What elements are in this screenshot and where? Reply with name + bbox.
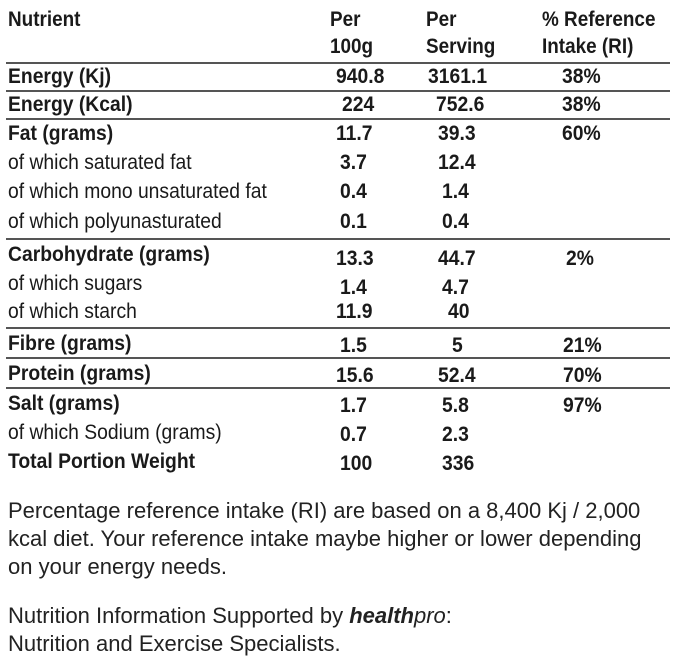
table-row: Fat (grams) 11.7 39.3 60% xyxy=(0,119,675,148)
table-row: of which polyunasturated 0.1 0.4 xyxy=(0,207,675,236)
value-per-serving: 752.6 xyxy=(436,93,485,116)
value-per-100g: 1.7 xyxy=(340,394,367,417)
table-row: Energy (Kcal) 224 752.6 38% xyxy=(0,90,675,119)
table-row: of which starch 11.9 40 xyxy=(0,297,675,326)
value-per-100g: 11.7 xyxy=(336,122,373,145)
value-per-100g: 224 xyxy=(342,93,375,116)
nutrient-name: of which Sodium (grams) xyxy=(8,421,222,444)
support-text-suffix: : xyxy=(445,603,452,628)
nutrient-name: of which sugars xyxy=(8,272,143,295)
row-divider-energy-kcal xyxy=(6,118,670,120)
value-per-serving: 2.3 xyxy=(442,423,469,446)
table-row: of which saturated fat 3.7 12.4 xyxy=(0,148,675,177)
value-per-serving: 5.8 xyxy=(442,394,469,417)
table-row: Energy (Kj) 940.8 3161.1 38% xyxy=(0,62,675,91)
value-reference-intake: 70% xyxy=(563,364,602,387)
value-per-serving: 1.4 xyxy=(442,180,469,203)
value-per-100g: 3.7 xyxy=(340,151,367,174)
section-divider-fat xyxy=(6,238,670,240)
nutrient-name: Fat (grams) xyxy=(8,122,114,145)
value-per-serving: 0.4 xyxy=(442,210,469,233)
table-row: Salt (grams) 1.7 5.8 97% xyxy=(0,389,675,418)
table-row: Carbohydrate (grams) 13.3 44.7 2% xyxy=(0,240,675,270)
column-header-per-100g: Per 100g xyxy=(330,8,374,58)
value-reference-intake: 21% xyxy=(563,334,602,357)
healthpro-brand-rest: pro xyxy=(413,603,446,628)
healthpro-brand-bold: health xyxy=(349,603,414,628)
nutrient-name: Protein (grams) xyxy=(8,362,151,385)
value-per-serving: 336 xyxy=(442,452,475,475)
header-divider xyxy=(6,62,670,64)
value-per-100g: 15.6 xyxy=(336,364,374,387)
column-header-per-serving: Per Serving xyxy=(426,8,496,58)
nutrient-name: Energy (Kj) xyxy=(8,65,112,88)
value-per-100g: 11.9 xyxy=(336,300,373,323)
value-per-100g: 1.4 xyxy=(340,276,367,299)
nutrient-name: of which polyunasturated xyxy=(8,210,222,233)
value-per-100g: 1.5 xyxy=(340,334,367,357)
section-divider-carbohydrate xyxy=(6,327,670,329)
row-divider-energy-kj xyxy=(6,90,670,92)
value-per-100g: 100 xyxy=(340,452,373,475)
value-per-serving: 39.3 xyxy=(438,122,476,145)
value-per-serving: 40 xyxy=(448,300,470,323)
nutrition-support-note: Nutrition Information Supported by healt… xyxy=(8,602,668,658)
value-per-100g: 940.8 xyxy=(336,65,385,88)
value-per-serving: 44.7 xyxy=(438,247,476,270)
value-per-serving: 4.7 xyxy=(442,276,469,299)
table-row: Fibre (grams) 1.5 5 21% xyxy=(0,329,675,358)
value-per-100g: 13.3 xyxy=(336,247,374,270)
nutrient-name: of which mono unsaturated fat xyxy=(8,180,267,203)
column-header-nutrient: Nutrient xyxy=(8,8,81,31)
table-row: of which Sodium (grams) 0.7 2.3 xyxy=(0,418,675,447)
support-text-line2: Nutrition and Exercise Specialists. xyxy=(8,631,341,656)
row-divider-protein xyxy=(6,387,670,389)
value-per-serving: 3161.1 xyxy=(428,65,488,88)
value-reference-intake: 2% xyxy=(566,247,594,270)
value-reference-intake: 38% xyxy=(562,93,601,116)
nutrient-name: Salt (grams) xyxy=(8,392,120,415)
support-text-prefix: Nutrition Information Supported by xyxy=(8,603,350,628)
value-per-serving: 5 xyxy=(452,334,463,357)
reference-intake-note: Percentage reference intake (RI) are bas… xyxy=(8,498,642,579)
table-row: Protein (grams) 15.6 52.4 70% xyxy=(0,359,675,388)
table-row: Total Portion Weight 100 336 xyxy=(0,447,675,476)
value-reference-intake: 38% xyxy=(562,65,601,88)
value-per-serving: 52.4 xyxy=(438,364,476,387)
value-per-100g: 0.7 xyxy=(340,423,367,446)
table-row: of which sugars 1.4 4.7 xyxy=(0,269,675,299)
value-per-100g: 0.1 xyxy=(340,210,367,233)
nutrient-name: of which saturated fat xyxy=(8,151,192,174)
value-per-100g: 0.4 xyxy=(340,180,367,203)
value-reference-intake: 97% xyxy=(563,394,602,417)
column-header-reference-intake: % Reference Intake (RI) xyxy=(542,8,656,58)
row-divider-fibre xyxy=(6,357,670,359)
value-reference-intake: 60% xyxy=(562,122,601,145)
nutrient-name: of which starch xyxy=(8,300,137,323)
nutrient-name: Fibre (grams) xyxy=(8,332,132,355)
nutrient-name: Carbohydrate (grams) xyxy=(8,243,210,266)
table-row: of which mono unsaturated fat 0.4 1.4 xyxy=(0,177,675,206)
value-per-serving: 12.4 xyxy=(438,151,476,174)
nutrient-name: Total Portion Weight xyxy=(8,450,196,473)
nutrient-name: Energy (Kcal) xyxy=(8,93,133,116)
